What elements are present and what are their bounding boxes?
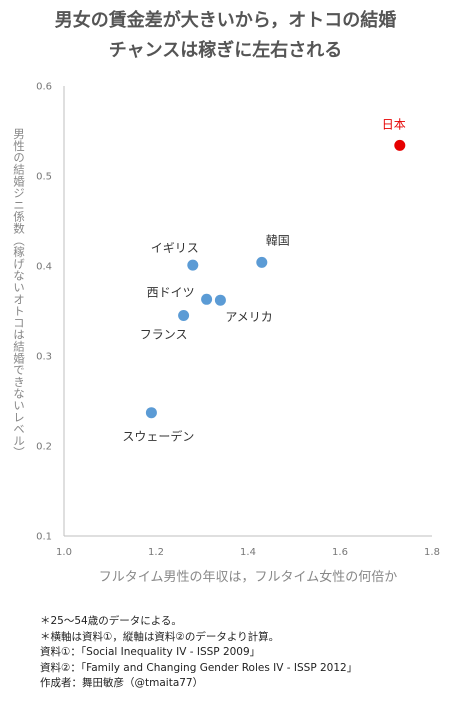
data-label: 西ドイツ <box>147 285 195 299</box>
y-tick-label: 0.3 <box>36 352 52 363</box>
x-tick-label: 1.6 <box>332 547 348 558</box>
note-method: ＊横軸は資料①，縦軸は資料②のデータより計算。 <box>40 630 280 643</box>
data-label: 日本 <box>382 117 406 131</box>
data-label: フランス <box>140 328 188 342</box>
y-axis-label: 男性の結婚ジニ係数（稼げないオトコは結婚できないレベル） <box>12 128 26 459</box>
y-tick-label: 0.2 <box>36 442 52 453</box>
data-point <box>394 139 406 151</box>
data-label: スウェーデン <box>122 429 194 444</box>
data-point <box>187 259 199 271</box>
y-tick-label: 0.6 <box>36 82 52 93</box>
y-tick-label: 0.5 <box>36 172 52 183</box>
x-tick-label: 1.0 <box>56 547 72 558</box>
x-tick-label: 1.4 <box>240 547 256 558</box>
scatter-chart: 0.1 0.2 0.3 0.4 0.5 0.6 1.0 1.2 1.4 1.6 1.8 日本韓国イギリ… <box>36 82 440 559</box>
chart-title-line2: チャンスは稼ぎに左右される <box>108 40 343 61</box>
x-tick-label: 1.2 <box>148 547 164 558</box>
chart-title-line1: 男女の賃金差が大きいから，オトコの結婚 <box>54 10 397 31</box>
y-tick-label: 0.1 <box>36 532 52 543</box>
notes: ＊25～54歳のデータによる。 ＊横軸は資料①，縦軸は資料②のデータより計算。 … <box>40 614 357 692</box>
note-source-2: 資料②：「Family and Changing Gender Roles IV… <box>40 661 358 674</box>
note-author: 作成者：舞田敏彦（@tmaita77） <box>40 677 204 689</box>
x-tick-label: 1.8 <box>424 547 440 558</box>
x-axis-label: フルタイム男性の年収は，フルタイム女性の何倍か <box>98 570 398 585</box>
data-label: アメリカ <box>225 310 272 324</box>
data-point <box>145 407 157 419</box>
data-point <box>178 310 190 321</box>
y-tick-label: 0.4 <box>36 262 52 273</box>
note-age-range: ＊25～54歳のデータによる。 <box>40 615 182 627</box>
data-point <box>201 293 213 305</box>
note-source-1: 資料①：「Social Inequality IV - ISSP 2009」 <box>40 646 261 658</box>
data-label: 韓国 <box>266 233 290 247</box>
data-point <box>214 294 226 306</box>
data-label: イギリス <box>151 241 199 255</box>
data-point <box>256 256 268 268</box>
